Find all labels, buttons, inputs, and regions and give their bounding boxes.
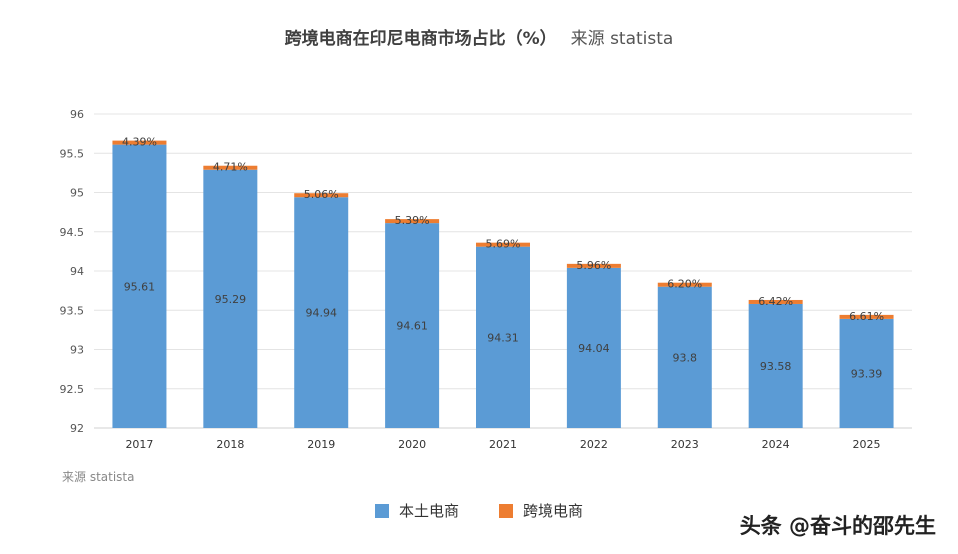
bar-cross-border	[112, 140, 167, 145]
data-label-local: 95.29	[215, 293, 247, 306]
x-tick-label: 2020	[398, 438, 426, 451]
data-label-cross-border: 6.20%	[667, 278, 702, 291]
bar-local	[566, 267, 621, 428]
data-label-cross-border: 5.39%	[395, 214, 430, 227]
y-tick-label: 93	[70, 344, 84, 357]
x-tick-label: 2019	[307, 438, 335, 451]
legend-item-cross-border: 跨境电商	[499, 500, 583, 521]
legend-swatch-local	[374, 503, 389, 518]
watermark: 头条 @奋斗的邵先生	[739, 514, 936, 538]
x-tick-label: 2024	[762, 438, 790, 451]
bar-cross-border	[294, 193, 349, 198]
bar-cross-border	[203, 165, 258, 170]
data-label-local: 94.04	[578, 342, 610, 355]
data-label-local: 94.31	[487, 331, 519, 344]
data-label-cross-border: 6.61%	[849, 310, 884, 323]
bar-cross-border	[748, 299, 803, 304]
y-tick-label: 96	[70, 108, 84, 121]
y-tick-label: 95	[70, 187, 84, 200]
bar-local	[839, 318, 894, 428]
data-label-cross-border: 5.06%	[304, 188, 339, 201]
bar-cross-border	[476, 242, 530, 247]
bar-local	[657, 286, 712, 428]
x-tick-label: 2022	[580, 438, 608, 451]
legend-label-local: 本土电商	[398, 502, 459, 520]
source-note: 来源 statista	[62, 470, 135, 484]
data-label-local: 93.39	[851, 367, 883, 380]
bar-cross-border	[566, 263, 621, 268]
x-tick-label: 2023	[671, 438, 699, 451]
bar-local	[294, 197, 349, 428]
data-label-local: 94.61	[396, 320, 428, 333]
chart-title-text: 跨境电商在印尼电商市场占比（%）	[284, 29, 557, 49]
x-tick-label: 2018	[216, 438, 244, 451]
x-tick-label: 2025	[853, 438, 881, 451]
bar-cross-border	[657, 282, 712, 287]
bar-cross-border	[839, 314, 894, 319]
data-label-local: 93.58	[760, 360, 792, 373]
legend-label-cross-border: 跨境电商	[523, 502, 584, 520]
chart-title: 跨境电商在印尼电商市场占比（%） 来源 statista	[0, 24, 958, 49]
y-tick-label: 94	[70, 265, 84, 278]
chart-legend: 本土电商 跨境电商	[0, 500, 958, 521]
bar-local	[112, 144, 167, 429]
data-label-local: 93.8	[673, 351, 698, 364]
y-tick-label: 92.5	[60, 383, 85, 396]
data-label-local: 94.94	[305, 307, 337, 320]
y-tick-label: 92	[70, 422, 84, 435]
data-label-cross-border: 4.71%	[213, 161, 248, 174]
bar-local	[476, 246, 530, 428]
data-label-local: 95.61	[124, 280, 156, 293]
y-tick-label: 94.5	[60, 226, 85, 239]
y-tick-label: 93.5	[60, 304, 85, 317]
chart-title-source: 来源 statista	[570, 29, 674, 49]
bar-local	[203, 169, 258, 429]
y-tick-label: 95.5	[60, 147, 85, 160]
data-label-cross-border: 5.69%	[486, 238, 521, 251]
data-label-cross-border: 5.96%	[576, 259, 611, 272]
x-tick-label: 2017	[125, 438, 153, 451]
bar-local	[748, 303, 803, 428]
bar-local	[385, 223, 440, 428]
data-label-cross-border: 4.39%	[122, 136, 157, 149]
stacked-bar-chart: 92 92.5 93 93.5 94 94.5 95 95.5 96 95.61 4.39% 2017…	[60, 108, 912, 451]
x-tick-label: 2021	[489, 438, 517, 451]
bar-cross-border	[385, 219, 440, 224]
legend-item-local: 本土电商	[374, 500, 459, 521]
data-label-cross-border: 6.42%	[758, 295, 793, 308]
legend-swatch-cross-border	[499, 503, 513, 518]
